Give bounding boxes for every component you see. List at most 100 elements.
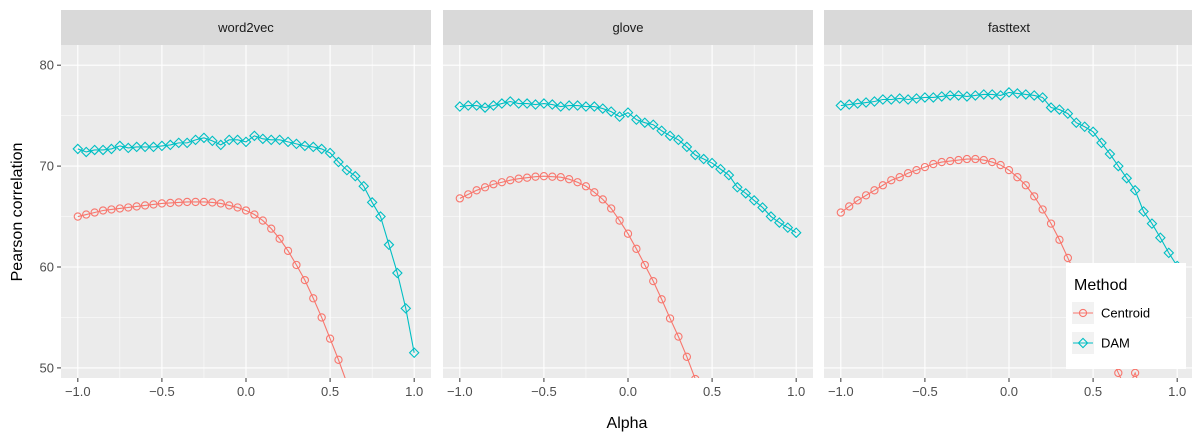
data-point-centroid <box>870 186 879 195</box>
legend-item-dam: DAM <box>1072 332 1130 354</box>
data-point-centroid <box>573 178 582 187</box>
data-point-centroid <box>700 400 707 407</box>
data-point-dam <box>206 135 218 147</box>
panel-data <box>72 130 420 386</box>
data-point-centroid <box>979 155 988 165</box>
data-point-centroid <box>640 260 649 270</box>
data-point-centroid <box>708 425 715 432</box>
data-point-dam <box>1129 184 1141 196</box>
data-point-centroid <box>480 183 490 192</box>
data-point-centroid <box>98 206 108 215</box>
data-point-dam <box>1104 148 1116 160</box>
data-point-dam <box>471 100 483 111</box>
data-point-dam <box>894 93 906 104</box>
data-point-dam <box>139 141 151 153</box>
data-point-centroid <box>90 208 99 217</box>
data-point-dam <box>1028 90 1040 101</box>
data-point-dam <box>1045 102 1057 113</box>
legend-item-centroid: Centroid <box>1072 302 1150 324</box>
data-point-centroid <box>166 198 175 208</box>
data-point-centroid <box>971 154 980 164</box>
data-point-dam <box>622 107 634 118</box>
data-point-dam <box>580 101 592 112</box>
data-point-centroid <box>343 379 350 386</box>
data-point-dam <box>265 134 277 146</box>
data-point-dam <box>706 157 718 169</box>
data-point-centroid <box>182 197 192 207</box>
data-point-dam <box>664 130 676 142</box>
data-point-centroid <box>216 199 225 208</box>
data-point-dam <box>148 141 159 153</box>
x-tick-label: 0.0 <box>619 384 637 399</box>
data-point-centroid <box>878 181 888 190</box>
data-point-dam <box>462 100 474 111</box>
data-point-centroid <box>1013 173 1022 182</box>
data-point-dam <box>597 103 609 114</box>
data-point-dam <box>1012 88 1023 99</box>
panel-strip <box>61 10 431 45</box>
data-point-centroid <box>581 182 591 191</box>
data-point-centroid <box>115 204 125 213</box>
data-point-centroid <box>895 173 904 182</box>
data-point-dam <box>902 94 914 105</box>
data-point-centroid <box>325 334 335 343</box>
data-point-dam <box>546 99 558 110</box>
data-point-dam <box>521 98 533 109</box>
data-point-dam <box>333 156 344 168</box>
data-point-centroid <box>132 202 141 211</box>
data-point-centroid <box>861 191 871 200</box>
data-point-centroid <box>954 155 963 165</box>
data-point-centroid <box>309 294 318 303</box>
data-point-centroid <box>317 313 326 322</box>
data-point-dam <box>131 141 143 153</box>
data-point-dam <box>919 92 931 103</box>
y-tick-label: 70 <box>40 159 54 174</box>
data-point-centroid <box>1030 192 1039 201</box>
data-point-centroid <box>275 234 284 243</box>
data-point-centroid <box>853 196 862 205</box>
data-point-dam <box>978 89 990 100</box>
x-tick-label: 1.0 <box>405 384 423 399</box>
data-point-dam <box>944 90 956 101</box>
data-point-centroid <box>539 172 549 181</box>
data-point-dam <box>773 217 785 228</box>
data-point-dam <box>291 138 302 150</box>
data-point-centroid <box>149 200 158 209</box>
data-point-centroid <box>82 210 91 219</box>
data-point-centroid <box>929 159 938 169</box>
data-point-dam <box>198 132 210 144</box>
data-point-dam <box>383 239 395 251</box>
x-tick-label: 0.0 <box>1000 384 1018 399</box>
data-point-centroid <box>674 332 683 341</box>
data-point-centroid <box>531 172 540 181</box>
data-point-centroid <box>514 174 523 183</box>
data-point-dam <box>835 100 847 111</box>
data-point-dam <box>215 139 227 151</box>
panel-word2vec: word2vec −1.0 −0.5 0.0 0.5 1.0 50 60 70 80 <box>40 10 431 399</box>
data-point-dam <box>986 89 998 100</box>
data-point-dam <box>605 106 617 117</box>
data-point-dam <box>282 136 294 148</box>
data-point-dam <box>563 100 575 111</box>
x-tick-label: −0.5 <box>531 384 557 399</box>
data-point-centroid <box>1055 235 1064 244</box>
data-point-centroid <box>258 216 267 225</box>
data-point-dam <box>1070 117 1082 129</box>
y-tick-label: 80 <box>40 58 54 73</box>
data-point-centroid <box>124 203 133 212</box>
data-point-dam <box>1062 108 1074 119</box>
data-point-dam <box>530 99 541 110</box>
data-point-dam <box>782 222 794 234</box>
data-point-dam <box>995 90 1006 101</box>
data-point-centroid <box>1021 181 1030 190</box>
x-axis-title: Alpha <box>607 415 648 432</box>
panels-layer: word2vec −1.0 −0.5 0.0 0.5 1.0 50 60 70 80 glove −1… <box>40 10 1192 432</box>
data-point-dam <box>324 147 336 159</box>
data-point-dam <box>1079 121 1091 133</box>
panel-title: fasttext <box>988 20 1030 35</box>
legend-label: Centroid <box>1101 306 1150 321</box>
data-point-dam <box>400 302 412 314</box>
data-point-dam <box>869 96 880 107</box>
series-line-centroid <box>77 201 346 378</box>
data-point-dam <box>723 169 735 181</box>
